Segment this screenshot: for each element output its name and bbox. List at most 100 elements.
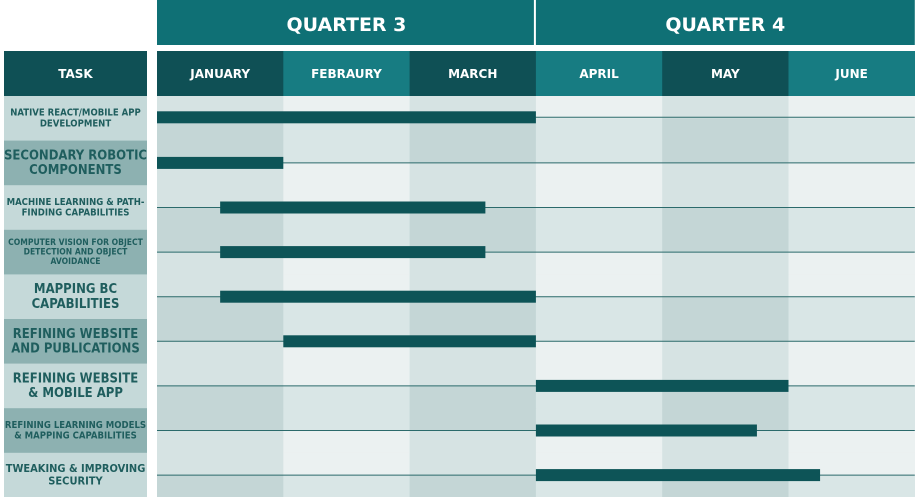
task-label-line: REFINING LEARNING MODELS — [5, 420, 146, 431]
task-label-line: AVOIDANCE — [51, 257, 101, 267]
grid-cell — [409, 140, 537, 164]
task-label-line: NATIVE REACT/MOBILE APP — [10, 108, 141, 119]
task-bar — [157, 156, 284, 169]
grid-cell — [662, 207, 789, 231]
task-bar — [283, 335, 536, 348]
month-label-june: JUNE — [834, 67, 867, 81]
month-label-january: JANUARY — [189, 67, 250, 81]
task-cell — [4, 96, 147, 142]
grid-cell — [535, 207, 663, 231]
task-bar — [157, 111, 536, 124]
task-label-line: FINDING CAPABILITIES — [22, 208, 130, 219]
grid-cell — [662, 274, 789, 298]
grid-cell — [283, 385, 411, 409]
grid-cell — [535, 118, 663, 142]
task-cell — [4, 319, 147, 365]
grid-cell — [788, 185, 915, 208]
task-cell — [4, 408, 147, 454]
task-cell — [4, 140, 147, 186]
grid-cell — [662, 96, 789, 119]
task-bar — [535, 424, 757, 437]
task-label: MAPPING BC CAPABILITIES — [32, 282, 120, 312]
task-label: MACHINE LEARNING & PATH-FINDING CAPABILI… — [7, 197, 145, 219]
grid-cell — [788, 162, 915, 186]
task-label: REFINING WEBSITE & MOBILE APP — [13, 371, 138, 401]
task-cell — [4, 229, 147, 275]
task-label-line: DEVELOPMENT — [40, 118, 112, 129]
grid-cell — [535, 96, 663, 119]
grid-cell — [788, 430, 915, 454]
task-label-line: COMPONENTS — [29, 163, 122, 178]
grid-cell — [662, 296, 789, 320]
grid-cell — [788, 229, 915, 253]
grid-cell — [535, 274, 663, 298]
grid-cell — [788, 341, 915, 365]
grid-cell — [283, 430, 411, 454]
quarter-header-2 — [535, 0, 915, 45]
grid-cell — [157, 385, 284, 409]
grid-cell — [788, 385, 915, 409]
grid-cell — [535, 296, 663, 320]
task-label-line: SECURITY — [48, 474, 103, 487]
quarter-label-1: QUARTER 3 — [287, 14, 407, 36]
grid-cell — [157, 430, 284, 454]
grid-cell — [788, 296, 915, 320]
task-header-label: TASK — [58, 67, 93, 81]
grid-cell — [283, 408, 411, 431]
grid-cell — [788, 118, 915, 142]
task-label-line: MAPPING BC — [34, 282, 117, 297]
task-label: REFINING LEARNING MODELS & MAPPING CAPABI… — [5, 420, 146, 442]
grid-cell — [662, 140, 789, 164]
task-label-line: CAPABILITIES — [32, 297, 120, 312]
grid-cell — [409, 162, 537, 186]
grid-cell — [157, 341, 284, 365]
grid-cell — [157, 408, 284, 431]
grid-cell — [662, 229, 789, 253]
grid-cell — [788, 252, 915, 275]
grid-cell — [535, 185, 663, 208]
grid-cell — [409, 452, 537, 476]
task-cell — [4, 452, 147, 497]
task-label-line: SECONDARY ROBOTIC — [4, 148, 147, 163]
grid-cell — [409, 430, 537, 454]
task-cell — [4, 363, 147, 409]
task-label-line: TWEAKING & IMPROVING — [6, 462, 146, 475]
month-header-april — [535, 51, 663, 96]
task-label-line: AND PUBLICATIONS — [11, 341, 140, 356]
grid-cell — [535, 140, 663, 164]
task-label: NATIVE REACT/MOBILE APP DEVELOPMENT — [10, 108, 141, 130]
task-label: REFINING WEBSITE AND PUBLICATIONS — [11, 327, 140, 357]
task-label: COMPUTER VISION FOR OBJECT DETECTION AND … — [8, 238, 143, 267]
grid-cell — [662, 319, 789, 342]
task-bar — [220, 201, 486, 214]
grid-cell — [662, 341, 789, 365]
task-bar — [535, 469, 821, 482]
grid-cell — [662, 185, 789, 208]
grid-cell — [788, 475, 915, 497]
task-label-line: REFINING WEBSITE — [13, 327, 138, 342]
task-label-line: MACHINE LEARNING & PATH- — [7, 197, 145, 208]
grid-cell — [409, 475, 537, 497]
grid-cell — [283, 452, 411, 476]
grid-cell — [409, 118, 537, 142]
task-bar — [220, 290, 536, 303]
grid-cell — [409, 385, 537, 409]
task-bar — [535, 379, 789, 392]
task-label: TWEAKING & IMPROVING SECURITY — [6, 462, 146, 487]
grid-cell — [157, 475, 284, 497]
task-bar — [220, 246, 486, 259]
grid-cell — [157, 118, 284, 142]
grid-cell — [535, 162, 663, 186]
task-header — [4, 51, 147, 96]
grid-cell — [535, 252, 663, 275]
grid-cell — [662, 162, 789, 186]
grid-cell — [535, 229, 663, 253]
grid-cell — [283, 363, 411, 387]
task-label-line: DETECTION AND OBJECT — [24, 248, 129, 258]
grid-cell — [157, 319, 284, 342]
grid-cell — [662, 252, 789, 275]
grid-cell — [157, 452, 284, 476]
quarter-header-1 — [157, 0, 534, 45]
